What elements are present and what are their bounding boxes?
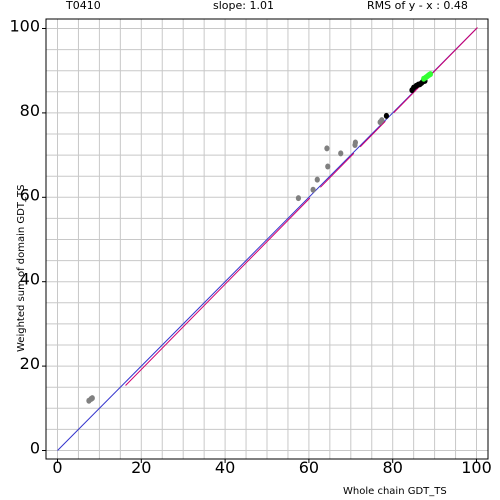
grid-lines bbox=[46, 19, 488, 459]
data-point-gray bbox=[89, 395, 95, 402]
y-tick-label: 60 bbox=[20, 185, 40, 204]
data-point-gray bbox=[352, 139, 359, 146]
y-tick-label: 0 bbox=[30, 439, 40, 458]
data-point-black bbox=[383, 112, 390, 119]
data-point-gray bbox=[379, 117, 385, 124]
data-point-gray bbox=[314, 176, 320, 183]
axis-ticks: 0 20 40 60 80 100 0 20 40 60 80 100 bbox=[9, 17, 491, 478]
x-tick-label: 60 bbox=[299, 458, 319, 477]
diagonal-line bbox=[57, 28, 477, 451]
y-tick-label: 40 bbox=[20, 270, 40, 289]
fit-line-segment bbox=[359, 120, 386, 148]
data-point-gray bbox=[310, 186, 316, 193]
y-tick-label: 80 bbox=[20, 101, 40, 120]
reference-lines bbox=[57, 27, 478, 451]
data-point-gray bbox=[324, 145, 330, 152]
x-tick-label: 40 bbox=[215, 458, 235, 477]
x-tick-label: 100 bbox=[461, 458, 492, 477]
y-tick-label: 100 bbox=[9, 17, 40, 36]
data-point-gray bbox=[295, 195, 302, 202]
data-point-gray bbox=[338, 150, 344, 157]
y-tick-label: 20 bbox=[20, 354, 40, 373]
y-axis-label: Weighted sum of domain GDT_TS bbox=[16, 184, 27, 352]
x-axis-label: Whole chain GDT_TS bbox=[343, 486, 447, 497]
data-points bbox=[86, 71, 434, 404]
x-tick-label: 0 bbox=[52, 458, 62, 477]
data-point-green bbox=[427, 71, 434, 78]
x-tick-label: 20 bbox=[131, 458, 151, 477]
target-id-label: T0410 bbox=[66, 0, 101, 12]
rms-label: RMS of y - x : 0.48 bbox=[367, 0, 468, 12]
plot-frame bbox=[45, 18, 489, 460]
fit-line-segment bbox=[125, 197, 311, 386]
data-point-gray bbox=[325, 163, 331, 170]
fit-line-segment bbox=[393, 27, 478, 114]
fit-line-segment bbox=[320, 152, 355, 188]
slope-label: slope: 1.01 bbox=[213, 0, 274, 12]
x-tick-label: 80 bbox=[383, 458, 403, 477]
